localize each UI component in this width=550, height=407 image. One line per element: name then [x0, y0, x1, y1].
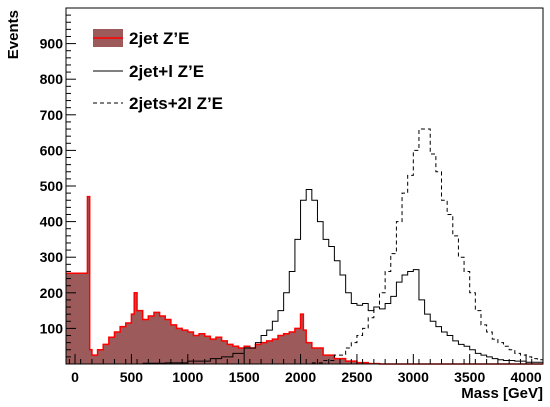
- y-tick-label: 200: [40, 285, 64, 301]
- x-tick-label: 500: [120, 369, 144, 385]
- x-tick-label: 2000: [285, 369, 316, 385]
- legend-label: 2jets+2l Z’E: [129, 94, 223, 113]
- y-tick-label: 700: [40, 107, 64, 123]
- series-layer: [66, 128, 544, 365]
- legend-label: 2jet Z’E: [129, 29, 189, 48]
- x-tick-label: 1500: [229, 369, 260, 385]
- legend: 2jet Z’E 2jet+l Z’E 2jets+2l Z’E: [93, 29, 223, 113]
- x-tick-label: 2500: [341, 369, 372, 385]
- x-axis-title: Mass [GeV]: [461, 385, 543, 402]
- series-line-1: [142, 189, 543, 364]
- x-tick-label: 0: [71, 369, 79, 385]
- y-tick-label: 900: [40, 36, 64, 52]
- y-tick-label: 600: [40, 142, 64, 158]
- legend-label: 2jet+l Z’E: [129, 62, 204, 81]
- series-fill-2jet: [66, 196, 543, 364]
- series-line-2: [311, 128, 544, 364]
- x-tick-label: 1000: [172, 369, 203, 385]
- y-tick-label: 300: [40, 249, 64, 265]
- y-tick-label: 100: [40, 320, 64, 336]
- y-axis-title: Events: [5, 10, 22, 59]
- y-tick-label: 500: [40, 178, 64, 194]
- x-tick-label: 3500: [454, 369, 485, 385]
- series-line-2jet: [66, 195, 543, 365]
- y-tick-label: 800: [40, 71, 64, 87]
- x-tick-label: 3000: [398, 369, 429, 385]
- x-tick-label: 4000: [511, 369, 542, 385]
- axes-layer: 0 500 1000 1500 2000 2500 3000 3500 4000 100 200 30…: [40, 14, 544, 385]
- y-tick-label: 400: [40, 214, 64, 230]
